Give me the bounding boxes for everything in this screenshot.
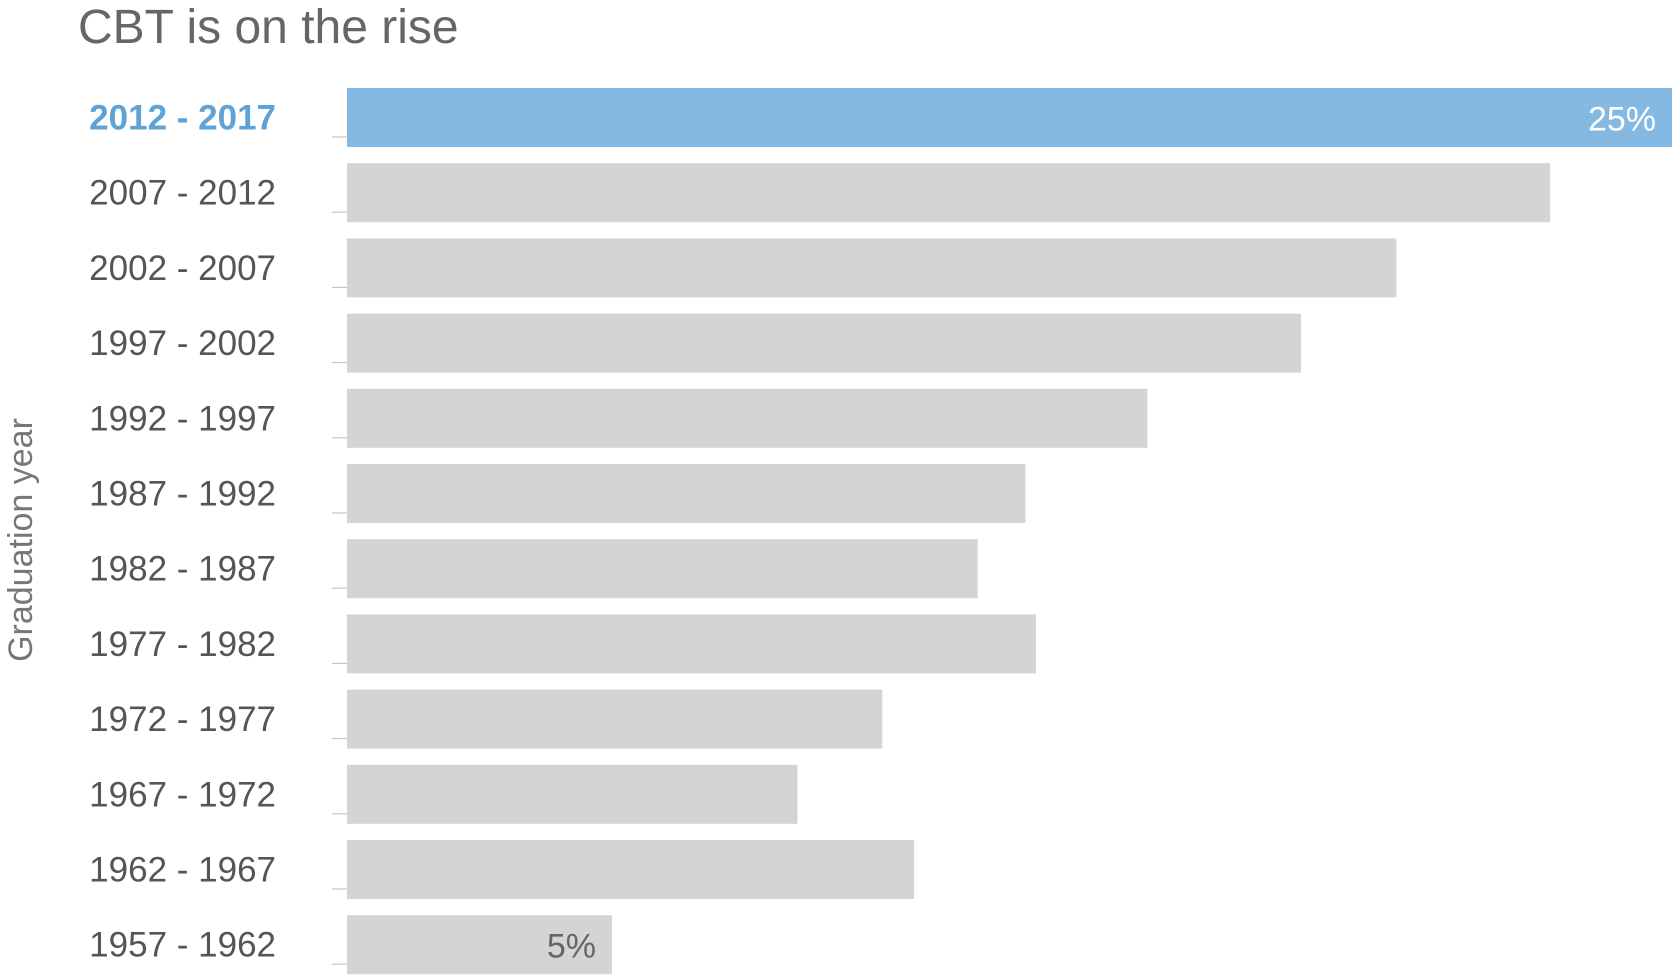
bar-3 (347, 313, 1301, 373)
tick-label-1: 2007 - 2012 (89, 174, 276, 213)
tick-labels-group: 2012 - 2017 2007 - 2012 2002 - 2007 1997 - … (89, 99, 347, 965)
tick-label-2: 2002 - 2007 (89, 249, 276, 288)
bar-2 (347, 238, 1397, 298)
bar-8 (347, 689, 883, 749)
data-label-1: 5% (547, 928, 596, 966)
bar-10 (347, 840, 915, 899)
bar-11 (347, 915, 612, 975)
tick-label-3: 1997 - 2002 (89, 324, 276, 363)
tick-label-9: 1967 - 1972 (89, 775, 276, 814)
tick-label-11: 1957 - 1962 (89, 926, 276, 965)
tick-label-8: 1972 - 1977 (89, 700, 276, 739)
tick-label-7: 1977 - 1982 (89, 625, 276, 664)
data-label-0: 25% (1588, 101, 1656, 139)
bar-0 (347, 88, 1672, 147)
tick-label-10: 1962 - 1967 (89, 851, 276, 890)
bar-5 (347, 464, 1026, 523)
tick-label-5: 1987 - 1992 (89, 475, 276, 514)
tick-label-4: 1992 - 1997 (89, 399, 276, 438)
bar-4 (347, 388, 1148, 448)
bar-7 (347, 614, 1036, 674)
tick-label-6: 1982 - 1987 (89, 550, 276, 589)
chart-title: CBT is on the rise (78, 1, 459, 54)
bar-6 (347, 539, 978, 599)
y-axis-label: Graduation year (2, 418, 40, 662)
tick-label-0: 2012 - 2017 (89, 99, 276, 138)
data-labels-group: 25% 5% (547, 101, 1656, 966)
bars-group (347, 88, 1672, 975)
bar-9 (347, 764, 798, 824)
bar-1 (347, 163, 1551, 223)
